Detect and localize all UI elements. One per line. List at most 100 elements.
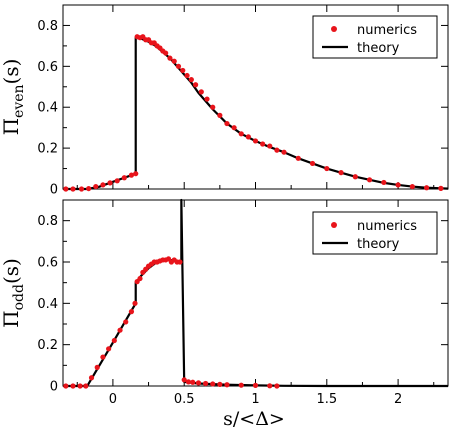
numerics-point-1-32 <box>195 380 202 386</box>
numerics-point-1-1 <box>70 383 76 389</box>
xlabel: s/<Δ> <box>223 408 285 430</box>
numerics-point-1-29 <box>181 377 187 383</box>
ytick-label-0-0: 0 <box>50 183 58 198</box>
numerics-point-0-48 <box>381 179 387 186</box>
numerics-point-1-14 <box>137 275 143 282</box>
numerics-point-0-49 <box>395 182 401 188</box>
xtick-label-1-0: 0 <box>109 392 117 407</box>
numerics-point-1-12 <box>132 300 138 306</box>
numerics-point-0-52 <box>438 185 444 191</box>
axes-top: 0 0.2 0.4 0.6 0.8 <box>37 4 448 198</box>
numerics-point-1-30 <box>185 379 192 385</box>
numerics-point-0-35 <box>238 131 244 137</box>
ylabel-bottom: Πodd(s) <box>0 258 27 328</box>
numerics-point-0-0 <box>63 186 69 192</box>
numerics-point-0-43 <box>309 160 316 167</box>
numerics-point-0-33 <box>224 120 230 127</box>
numerics-point-1-9 <box>117 327 123 333</box>
numerics-point-0-21 <box>163 50 169 56</box>
numerics-point-0-32 <box>217 112 223 118</box>
numerics-point-0-28 <box>193 82 199 88</box>
numerics-point-0-24 <box>175 63 182 69</box>
numerics-point-0-44 <box>324 165 330 172</box>
numerics-point-1-11 <box>128 309 135 315</box>
numerics-point-0-10 <box>133 171 139 177</box>
numerics-point-0-3 <box>86 185 92 192</box>
numerics-point-0-1 <box>70 186 76 192</box>
theory-line-top <box>63 36 449 191</box>
numerics-point-1-3 <box>83 383 89 389</box>
panel-top: 0 0.2 0.4 0.6 0.8 Πeven(s) numerics theory <box>0 4 449 198</box>
numerics-point-0-9 <box>128 172 135 178</box>
numerics-points-bottom <box>63 256 280 389</box>
ytick-label-1-0: 0 <box>50 380 58 395</box>
numerics-point-1-2 <box>77 383 83 389</box>
xtick-label-1-4: 2 <box>394 392 402 407</box>
numerics-point-0-50 <box>409 183 415 190</box>
numerics-point-0-23 <box>171 58 177 64</box>
numerics-point-1-35 <box>217 381 223 387</box>
numerics-points-top <box>63 34 444 192</box>
numerics-point-1-10 <box>123 319 129 325</box>
numerics-point-1-37 <box>238 382 244 388</box>
theory-curve-0 <box>63 36 449 191</box>
numerics-point-0-47 <box>366 177 373 183</box>
numerics-point-0-31 <box>210 104 216 110</box>
numerics-point-1-7 <box>106 346 112 352</box>
numerics-point-0-45 <box>338 170 344 176</box>
numerics-point-0-36 <box>245 134 251 140</box>
numerics-point-0-27 <box>188 77 194 83</box>
numerics-point-1-40 <box>274 383 280 389</box>
axes-bottom: 0 0.5 1 1.5 2 0 0.2 0.4 0.6 0.8 <box>37 199 448 407</box>
legend-label-theory-top: theory <box>357 41 400 56</box>
numerics-point-0-38 <box>260 141 266 147</box>
numerics-point-0-5 <box>100 182 106 188</box>
numerics-point-1-8 <box>111 337 117 344</box>
numerics-point-0-51 <box>424 185 430 191</box>
legend-bottom: numerics theory <box>312 211 438 255</box>
legend-top: numerics theory <box>312 15 438 59</box>
numerics-point-0-40 <box>274 147 280 153</box>
numerics-point-0-42 <box>295 155 301 161</box>
numerics-point-0-29 <box>198 89 204 95</box>
ytick-label-0-3: 0.6 <box>37 60 58 75</box>
xtick-label-1-1: 0.5 <box>174 392 195 407</box>
ytick-label-1-3: 0.6 <box>37 256 58 271</box>
legend-box-top <box>312 15 438 59</box>
numerics-point-0-22 <box>167 55 173 61</box>
ytick-label-1-2: 0.4 <box>37 297 58 312</box>
ytick-label-1-1: 0.2 <box>37 338 58 353</box>
numerics-point-1-33 <box>202 380 209 387</box>
legend-label-numerics-bottom: numerics <box>357 219 417 234</box>
numerics-point-1-31 <box>190 379 196 385</box>
ytick-label-0-1: 0.2 <box>37 142 58 157</box>
numerics-point-1-28 <box>177 259 183 265</box>
numerics-point-0-8 <box>121 175 127 181</box>
numerics-point-0-6 <box>107 180 113 186</box>
numerics-point-0-41 <box>281 149 287 155</box>
numerics-point-0-37 <box>252 138 259 144</box>
ytick-label-0-4: 0.8 <box>37 19 58 34</box>
ylabel-top: Πeven(s) <box>0 59 27 136</box>
numerics-point-1-4 <box>88 375 95 381</box>
numerics-point-0-46 <box>352 174 358 180</box>
ytick-label-0-2: 0.4 <box>37 101 58 116</box>
numerics-point-0-4 <box>93 183 99 190</box>
numerics-point-1-34 <box>210 381 216 387</box>
legend-label-theory-bottom: theory <box>357 237 400 252</box>
numerics-point-1-6 <box>100 354 106 360</box>
xtick-label-1-2: 1 <box>251 392 259 407</box>
numerics-point-0-39 <box>267 143 273 149</box>
numerics-point-0-34 <box>231 125 237 131</box>
numerics-point-0-7 <box>114 178 120 184</box>
numerics-point-1-5 <box>94 364 100 370</box>
numerics-point-1-39 <box>267 383 273 389</box>
legend-marker-numerics-bottom <box>331 222 337 228</box>
numerics-point-1-0 <box>63 383 69 389</box>
legend-label-numerics-top: numerics <box>357 23 417 38</box>
ytick-label-1-4: 0.8 <box>37 214 58 229</box>
numerics-point-0-26 <box>184 72 190 79</box>
panel-bottom: 0 0.5 1 1.5 2 0 0.2 0.4 0.6 0.8 Πodd(s) numerics … <box>0 198 449 430</box>
numerics-point-1-38 <box>252 382 259 388</box>
